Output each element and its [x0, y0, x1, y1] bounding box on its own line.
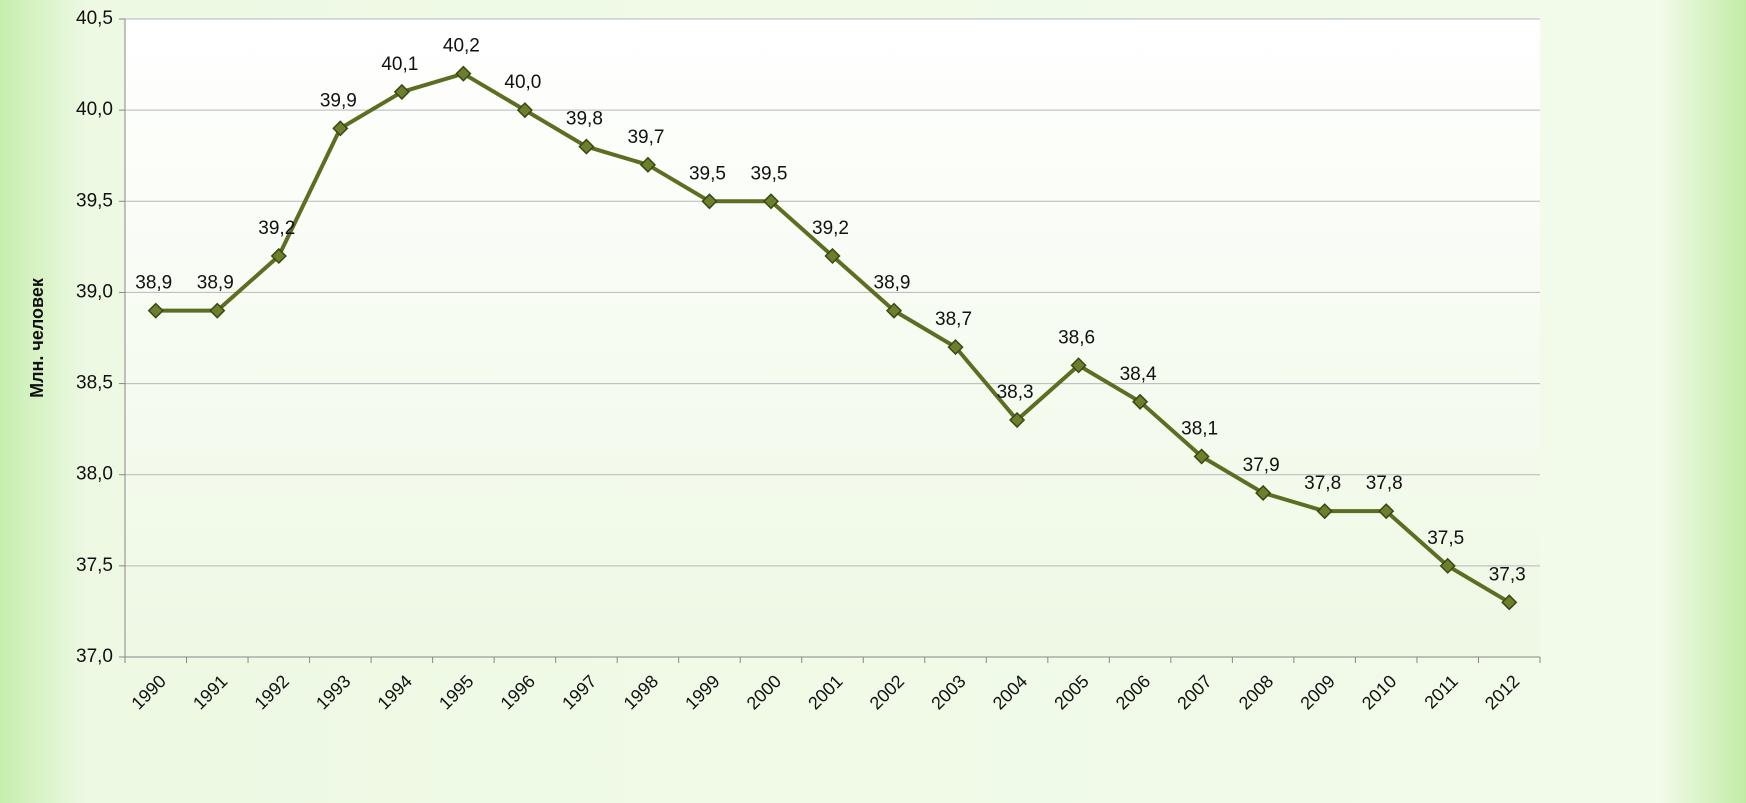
data-label: 38,7 [935, 309, 972, 330]
y-tick-label: 39,5 [76, 190, 113, 211]
data-point [947, 339, 964, 356]
data-point [824, 247, 841, 265]
data-point [1501, 594, 1518, 611]
data-point [393, 83, 410, 100]
y-tick-label: 37,0 [76, 646, 113, 667]
plot-area [125, 19, 1540, 657]
data-point [885, 302, 903, 319]
data-point [762, 193, 780, 210]
data-label: 37,9 [1243, 455, 1280, 476]
data-point [209, 302, 226, 319]
data-label: 38,6 [1058, 327, 1095, 348]
data-point [1439, 557, 1456, 574]
data-label: 38,9 [874, 273, 911, 294]
y-tick-label: 40,0 [76, 99, 113, 120]
data-label: 38,1 [1181, 419, 1218, 440]
data-label: 39,5 [689, 163, 726, 184]
y-tick-label: 39,0 [76, 281, 113, 302]
data-point [1378, 503, 1395, 520]
data-label: 37,3 [1489, 564, 1526, 585]
y-tick-label: 40,5 [76, 8, 113, 29]
data-label: 39,2 [258, 218, 295, 239]
data-point [1316, 503, 1333, 520]
data-label: 40,0 [504, 72, 541, 93]
data-point [270, 247, 287, 265]
data-label: 39,2 [812, 218, 849, 239]
data-point [1009, 411, 1026, 429]
y-tick-label: 38,5 [76, 373, 113, 394]
data-label: 39,8 [566, 109, 603, 130]
data-label: 38,4 [1120, 364, 1157, 385]
data-point [1070, 357, 1087, 374]
data-label: 39,5 [750, 163, 787, 184]
data-point [639, 156, 656, 173]
data-label: 37,5 [1427, 528, 1464, 549]
data-label: 39,7 [627, 127, 664, 148]
data-point [1132, 393, 1149, 410]
data-label: 39,9 [320, 90, 357, 111]
y-tick-label: 38,0 [76, 464, 113, 485]
data-point [455, 65, 472, 82]
data-point [147, 302, 164, 319]
data-point [701, 193, 718, 210]
data-label: 40,1 [381, 54, 418, 75]
data-point [1255, 484, 1272, 502]
data-point [332, 120, 349, 137]
data-label: 38,9 [197, 273, 234, 294]
data-label: 37,8 [1366, 473, 1403, 494]
data-point [516, 102, 533, 119]
y-tick-label: 37,5 [76, 555, 113, 576]
data-label: 37,8 [1304, 473, 1341, 494]
y-axis-label: Млн. человек [27, 277, 47, 398]
data-point [1193, 448, 1210, 465]
data-label: 40,2 [443, 36, 480, 57]
data-point [578, 138, 595, 155]
data-label: 38,3 [997, 382, 1034, 403]
data-label: 38,9 [135, 273, 172, 294]
